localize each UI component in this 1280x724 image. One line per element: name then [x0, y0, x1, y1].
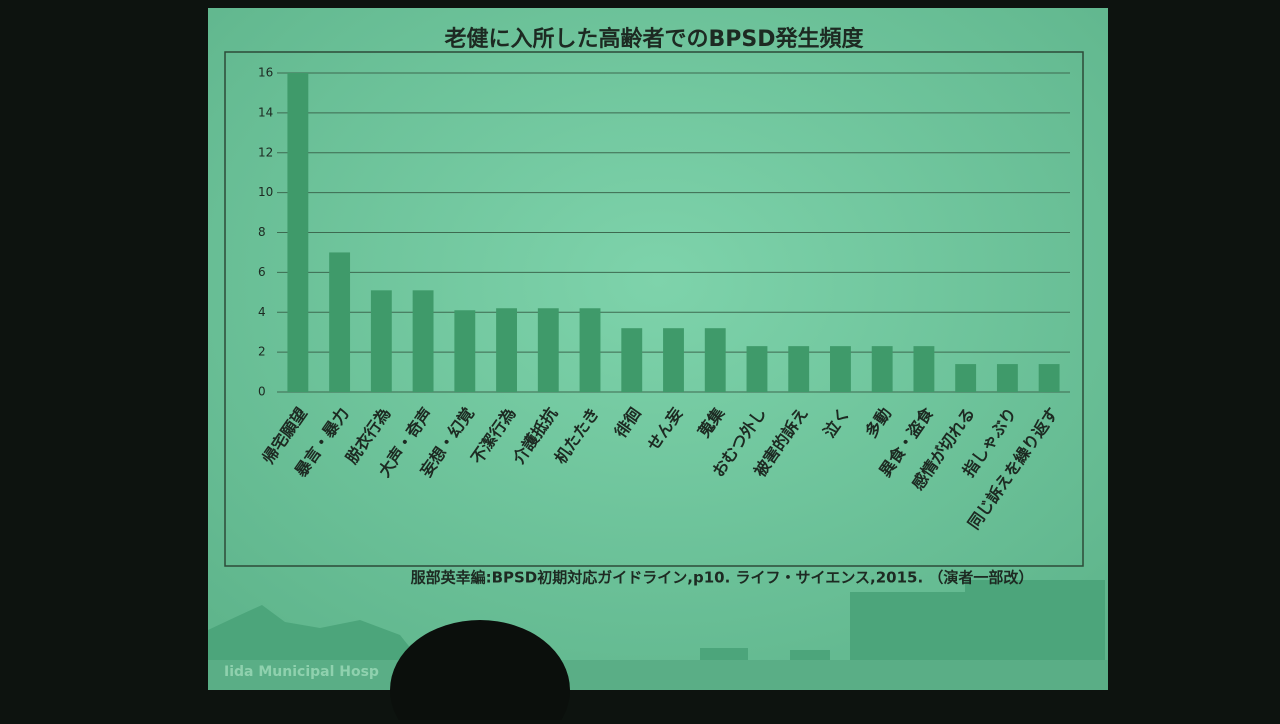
source-note: 服部英幸編:BPSD初期対応ガイドライン,p10. ライフ・サイエンス,2015… [411, 569, 1034, 587]
audience-head [390, 620, 570, 724]
y-tick-label: 12 [258, 145, 273, 159]
chart-frame [224, 51, 1084, 567]
bar [871, 346, 893, 392]
y-tick-label: 4 [258, 305, 266, 319]
y-tick-label: 6 [258, 265, 266, 279]
y-tick-label: 16 [258, 66, 273, 80]
bar [496, 308, 517, 392]
bar [913, 346, 935, 392]
y-tick-label: 10 [258, 185, 273, 199]
bar [663, 328, 684, 392]
bar [996, 364, 1018, 392]
bar [704, 328, 726, 392]
mountain [208, 605, 420, 660]
y-tick-label: 2 [258, 345, 266, 359]
bar [579, 308, 601, 392]
bar [412, 290, 434, 392]
slide [208, 8, 1108, 690]
chart-title: 老健に入所した高齢者でのBPSD発生頻度 [443, 26, 864, 52]
bar [955, 364, 977, 392]
footer-text: Iida Municipal Hosp [224, 664, 379, 680]
bar [454, 310, 476, 392]
y-tick-label: 0 [258, 385, 266, 399]
bar [621, 328, 643, 392]
ground [208, 660, 1108, 690]
bar [537, 308, 559, 392]
y-tick-label: 8 [258, 225, 266, 239]
bar [287, 73, 309, 392]
y-tick-label: 14 [258, 105, 273, 119]
bar [370, 290, 392, 392]
bar [830, 346, 851, 392]
bar [1038, 364, 1060, 392]
bar [329, 252, 351, 392]
bar [788, 346, 810, 392]
bar [746, 346, 768, 392]
